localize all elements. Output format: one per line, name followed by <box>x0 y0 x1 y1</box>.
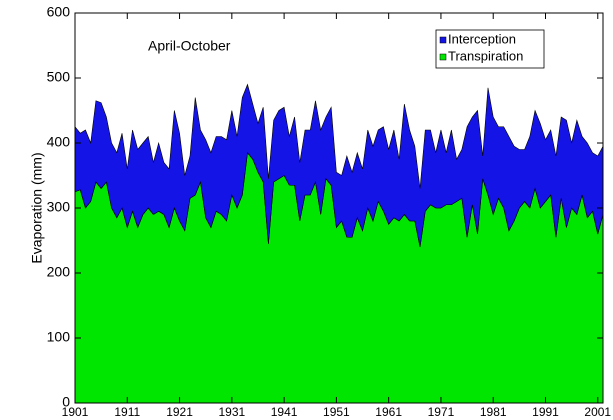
y-tick-label: 400 <box>47 134 71 150</box>
x-tick-label: 1901 <box>62 405 89 419</box>
x-tick-label: 1951 <box>323 405 350 419</box>
x-tick-label: 1911 <box>114 405 140 419</box>
x-tick-label: 1961 <box>375 405 402 419</box>
x-tick-label: 1981 <box>480 405 507 419</box>
x-tick-label: 2001 <box>584 405 611 419</box>
legend-label: Transpiration <box>448 48 523 63</box>
legend-swatch <box>439 53 447 61</box>
annotation: April-October <box>148 38 231 54</box>
x-tick-label: 1931 <box>218 405 245 419</box>
legend-label: Interception <box>448 31 516 46</box>
x-tick-label: 1971 <box>428 405 455 419</box>
y-tick-label: 600 <box>47 4 71 20</box>
y-tick-label: 0 <box>62 394 70 410</box>
x-tick-label: 1941 <box>271 405 298 419</box>
y-tick-label: 300 <box>47 199 71 215</box>
legend-box <box>435 29 545 69</box>
y-tick-label: 500 <box>47 69 71 85</box>
x-tick-label: 1991 <box>532 405 559 419</box>
y-tick-label: 100 <box>47 329 71 345</box>
legend-swatch <box>439 36 447 44</box>
y-tick-label: 200 <box>47 264 71 280</box>
y-axis-label: Evaporation (mm) <box>29 152 45 263</box>
x-tick-label: 1921 <box>166 405 193 419</box>
